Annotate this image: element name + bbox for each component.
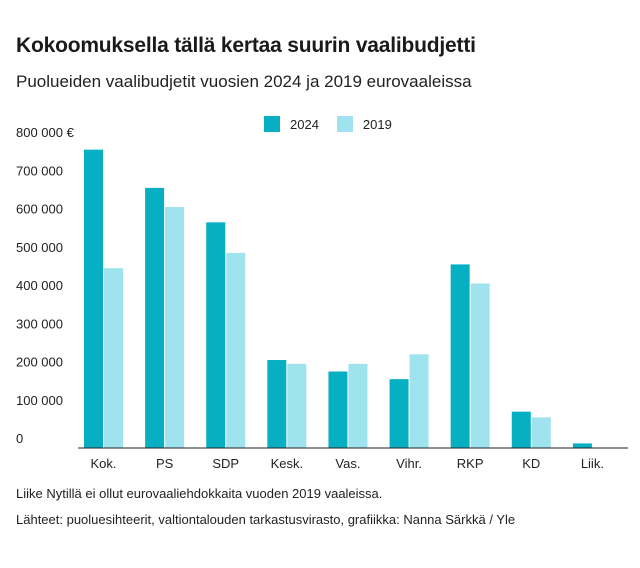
bar-2019-sdp [226,252,246,448]
y-tick-label: 800 000 € [16,125,75,140]
y-tick-label: 400 000 [16,278,63,293]
y-tick-label: 600 000 [16,202,63,217]
bar-2019-kesk [287,363,307,448]
x-tick-label: RKP [457,456,484,471]
y-tick-label: 300 000 [16,316,63,331]
legend-item-2024: 2024 [264,116,319,132]
bar-2024-ps [145,187,165,448]
legend-label-2019: 2019 [362,116,392,132]
legend-swatch-2019 [336,116,353,132]
x-tick-label: Liik. [581,456,604,471]
chart-subtitle: Puolueiden vaalibudjetit vuosien 2024 ja… [16,72,472,91]
y-tick-label: 500 000 [16,240,63,255]
x-tick-label: Kesk. [271,456,304,471]
bar-2019-kok [104,268,123,448]
bar-2019-vas [348,363,368,448]
footnote: Liike Nytillä ei ollut eurovaaliehdokkai… [16,486,383,501]
source-credit: Lähteet: puoluesihteerit, valtiontaloude… [16,512,516,527]
y-tick-label: 200 000 [16,355,63,370]
bar-2024-sdp [206,222,226,448]
legend-item-2019: 2019 [336,116,392,132]
x-tick-label: Kok. [90,456,116,471]
bar-2024-kesk [267,360,287,448]
y-tick-label: 0 [16,431,23,446]
bar-2024-liik [572,443,592,448]
x-tick-label: Vihr. [396,456,422,471]
chart-title: Kokoomuksella tällä kertaa suurin vaalib… [16,34,476,57]
bar-2024-rkp [450,264,470,448]
bar-2024-kd [511,411,531,448]
bar-2019-rkp [470,283,490,448]
bar-2019-vihr [409,354,429,448]
bar-2024-vihr [389,379,409,448]
x-tick-label: Vas. [335,456,360,471]
y-tick-label: 700 000 [16,163,63,178]
x-tick-label: KD [522,456,540,471]
x-tick-label: PS [156,456,174,471]
legend-swatch-2024 [264,116,280,132]
bar-2024-vas [328,371,348,448]
x-tick-label: SDP [212,456,239,471]
bar-2019-ps [165,207,185,448]
y-tick-label: 100 000 [16,393,63,408]
legend-label-2024: 2024 [290,116,319,132]
bar-2019-kd [531,417,551,448]
bar-2024-kok [84,149,103,448]
chart-legend: 2024 2019 [264,116,392,132]
